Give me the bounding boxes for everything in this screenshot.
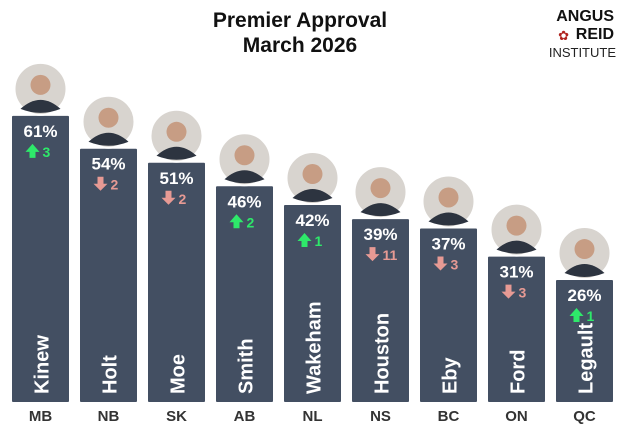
premier-name: Eby: [440, 356, 462, 394]
maple-leaf-icon: ✿: [558, 28, 569, 43]
photo-suit: [496, 240, 537, 254]
change-label: 11: [383, 247, 398, 263]
chart-title: Premier Approval March 2026: [150, 8, 450, 58]
logo-line2: REID: [575, 26, 614, 43]
premier-name: Smith: [236, 338, 258, 394]
bar-BC: [420, 228, 477, 402]
photo-face: [302, 164, 323, 185]
change-label: 3: [451, 256, 459, 272]
bar-QC: [556, 280, 613, 402]
photo-face: [506, 215, 527, 236]
photo-face: [574, 239, 595, 260]
bar-NL: [284, 205, 341, 402]
subtitle-line: March 2026: [242, 34, 358, 57]
photo-face: [370, 178, 391, 199]
photo-suit: [156, 146, 197, 160]
photo-suit: [428, 212, 469, 226]
photo-suit: [224, 170, 265, 184]
value-label: 39%: [363, 225, 397, 244]
bar-AB: [216, 186, 273, 402]
premier-name: Wakeham: [304, 301, 326, 394]
change-label: 1: [315, 233, 323, 249]
x-tick-label: QC: [573, 408, 596, 425]
logo-line1: ANGUS: [556, 8, 614, 25]
premier-name: Ford: [508, 350, 530, 394]
photo-face: [98, 107, 119, 128]
photo-face: [438, 187, 459, 208]
arrow-up-icon: [25, 143, 40, 158]
bar-NB: [80, 148, 137, 402]
x-tick-label: NL: [303, 408, 323, 425]
change-label: 2: [247, 214, 255, 230]
x-tick-label: NS: [370, 408, 391, 425]
value-label: 51%: [159, 169, 193, 188]
photo-suit: [564, 264, 605, 278]
value-label: 61%: [23, 122, 57, 141]
bar-NS: [352, 219, 409, 402]
arrow-up-icon: [229, 214, 244, 229]
x-tick-label: ON: [505, 408, 528, 425]
change-label: 1: [587, 308, 595, 324]
arrow-down-icon: [501, 284, 516, 299]
premier-name: Kinew: [32, 335, 54, 394]
photo-face: [30, 74, 51, 95]
value-label: 46%: [227, 192, 261, 211]
arrow-down-icon: [93, 176, 108, 191]
arrow-down-icon: [161, 190, 176, 205]
value-label: 42%: [295, 211, 329, 230]
photo-face: [166, 121, 187, 142]
change-label: 3: [519, 285, 527, 301]
value-label: 31%: [499, 263, 533, 282]
arrow-up-icon: [569, 308, 584, 323]
value-label: 54%: [91, 155, 125, 174]
arrow-down-icon: [365, 247, 380, 262]
x-tick-label: BC: [438, 408, 460, 425]
bar-ON: [488, 256, 545, 402]
bar-SK: [148, 162, 205, 402]
change-label: 3: [43, 144, 51, 160]
photo-face: [234, 145, 255, 166]
premier-name: Holt: [100, 355, 122, 394]
premier-name: Legault: [576, 323, 598, 394]
photo-suit: [20, 99, 61, 113]
photo-suit: [88, 132, 129, 146]
bar-MB: [12, 115, 69, 402]
x-tick-label: AB: [234, 408, 256, 425]
premier-name: Houston: [372, 313, 394, 394]
photo-suit: [360, 203, 401, 217]
arrow-down-icon: [433, 256, 448, 271]
value-label: 26%: [567, 286, 601, 305]
premier-name: Moe: [168, 354, 190, 394]
change-label: 2: [179, 191, 187, 207]
logo-line3: INSTITUTE: [548, 45, 616, 60]
photo-suit: [292, 189, 333, 203]
value-label: 37%: [431, 234, 465, 253]
change-label: 2: [111, 177, 119, 193]
x-tick-label: SK: [166, 408, 187, 425]
x-tick-label: MB: [29, 408, 52, 425]
x-tick-label: NB: [98, 408, 120, 425]
title-line: Premier Approval: [212, 9, 388, 32]
arrow-up-icon: [297, 233, 312, 248]
